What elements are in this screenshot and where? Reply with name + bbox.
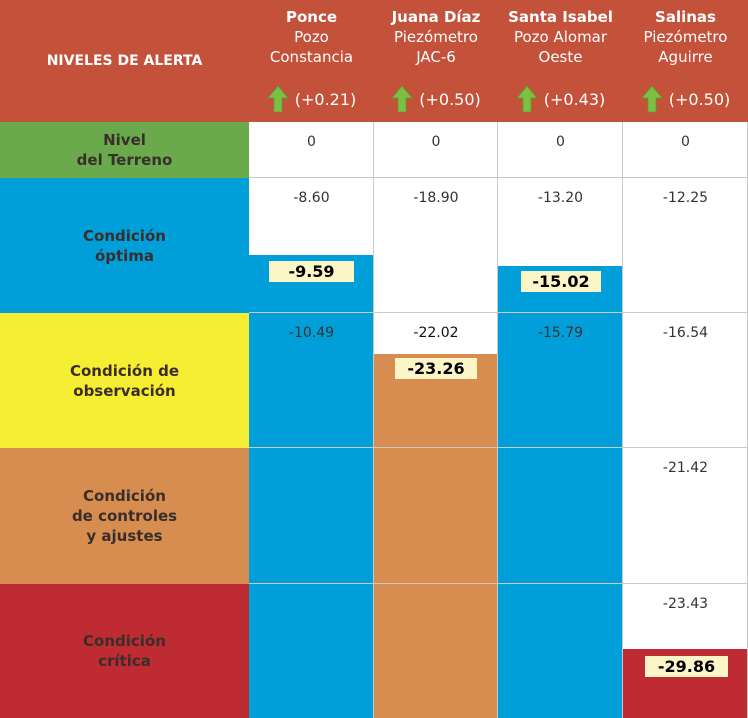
level-label-3: Condición de observación <box>0 313 249 448</box>
station-subtitle-line2: Aguirre <box>658 48 713 66</box>
station-subtitle-line1: Pozo <box>294 28 329 46</box>
current-level-label-4: -29.86 <box>645 656 728 677</box>
change-value: (+0.21) <box>294 89 357 109</box>
station-level-fill-3 <box>498 266 623 718</box>
change-value: (+0.50) <box>419 89 481 109</box>
column-divider <box>497 122 498 718</box>
station-name: Ponce <box>285 8 338 26</box>
station-change: (+0.43) <box>498 85 623 113</box>
header-band <box>0 0 748 122</box>
station-subtitle-line2: JAC-6 <box>416 48 456 66</box>
station-change: (+0.50) <box>623 85 748 113</box>
threshold-value: 0 <box>681 134 690 150</box>
level-label-2: Condición óptima <box>0 178 249 313</box>
station-name: Santa Isabel <box>508 8 613 26</box>
station-name: Salinas <box>655 8 716 26</box>
change-value: (+0.43) <box>543 89 606 109</box>
column-divider <box>373 122 374 718</box>
column-divider <box>622 122 623 718</box>
row-divider <box>249 583 748 584</box>
current-level-label-1: -9.59 <box>269 261 354 282</box>
station-subtitle-line1: Piezómetro <box>643 28 728 46</box>
up-arrow-icon <box>391 85 414 113</box>
current-level-label-2: -23.26 <box>395 358 477 379</box>
level-label-5: Condición crítica <box>0 584 249 718</box>
station-subtitle-line2: Oeste <box>538 48 583 66</box>
threshold-value: -15.79 <box>537 325 584 341</box>
station-header-4: Salinas Piezómetro Aguirre (+0.50) <box>623 0 748 122</box>
station-subtitle-line1: Piezómetro <box>394 28 478 46</box>
row-divider <box>249 312 748 313</box>
up-arrow-icon <box>266 85 289 113</box>
threshold-value: -8.60 <box>293 190 330 206</box>
row-divider <box>249 447 748 448</box>
station-change: (+0.50) <box>374 85 498 113</box>
station-subtitle-line2: Constancia <box>269 48 354 66</box>
threshold-value: -13.20 <box>537 190 584 206</box>
level-label-4: Condición de controles y ajustes <box>0 448 249 584</box>
threshold-value: -23.43 <box>662 596 709 612</box>
threshold-value: -12.25 <box>662 190 709 206</box>
threshold-value: 0 <box>431 134 441 150</box>
threshold-value: 0 <box>307 134 316 150</box>
threshold-value: 0 <box>556 134 565 150</box>
station-change: (+0.21) <box>249 85 374 113</box>
current-level-label-3: -15.02 <box>521 271 601 292</box>
station-level-fill-1 <box>249 255 374 718</box>
station-level-fill-2 <box>374 354 498 718</box>
station-header-1: Ponce Pozo Constancia (+0.21) <box>249 0 374 122</box>
up-arrow-icon <box>515 85 538 113</box>
threshold-value: -21.42 <box>662 460 709 476</box>
station-name: Juana Díaz <box>391 8 481 26</box>
header-label: NIVELES DE ALERTA <box>46 53 203 69</box>
row-divider <box>249 177 748 178</box>
threshold-value: -10.49 <box>288 325 335 341</box>
up-arrow-icon <box>640 85 663 113</box>
change-value: (+0.50) <box>668 89 731 109</box>
station-subtitle-line1: Pozo Alomar <box>513 28 608 46</box>
threshold-value: -22.02 <box>413 325 459 341</box>
level-label-1: Nivel del Terreno <box>0 122 249 178</box>
station-header-3: Santa Isabel Pozo Alomar Oeste (+0.43) <box>498 0 623 122</box>
threshold-value: -16.54 <box>662 325 709 341</box>
threshold-value: -18.90 <box>413 190 459 206</box>
station-header-2: Juana Díaz Piezómetro JAC-6 (+0.50) <box>374 0 498 122</box>
